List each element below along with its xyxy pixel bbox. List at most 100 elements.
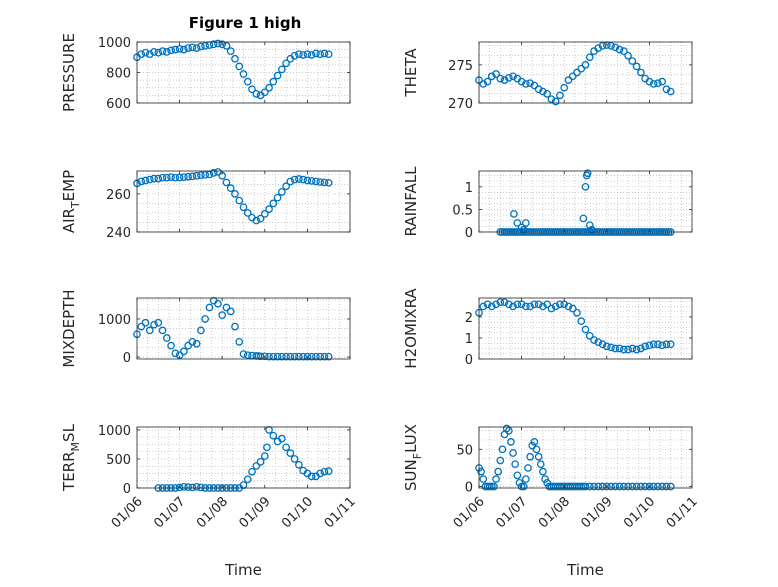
data-point bbox=[522, 475, 530, 483]
data-point bbox=[222, 41, 231, 50]
data-point bbox=[649, 340, 658, 349]
data-point bbox=[316, 469, 325, 478]
data-point bbox=[551, 302, 560, 311]
data-point bbox=[632, 62, 641, 71]
data-point bbox=[243, 475, 252, 484]
data-point bbox=[500, 298, 509, 307]
data-point bbox=[175, 45, 184, 53]
data-point bbox=[513, 471, 522, 480]
data-point bbox=[171, 349, 180, 358]
data-point bbox=[263, 443, 271, 452]
data-point bbox=[500, 76, 509, 84]
data-point bbox=[579, 214, 588, 223]
data-point bbox=[530, 300, 539, 309]
data-point bbox=[184, 483, 192, 491]
data-point bbox=[141, 318, 150, 327]
data-point bbox=[588, 225, 596, 234]
data-point bbox=[490, 482, 498, 491]
data-point bbox=[611, 482, 620, 491]
data-point bbox=[483, 300, 492, 309]
data-point bbox=[649, 80, 658, 88]
y-tick-label: 1000 bbox=[98, 424, 131, 439]
data-point bbox=[171, 173, 180, 182]
data-point bbox=[637, 344, 645, 353]
data-point bbox=[507, 438, 515, 446]
data-point bbox=[286, 177, 295, 186]
data-point bbox=[150, 320, 158, 329]
data-point bbox=[662, 340, 671, 349]
y-axis-label: AIRTEMP bbox=[60, 170, 82, 233]
data-point bbox=[666, 87, 675, 96]
data-point bbox=[201, 41, 210, 50]
data-point bbox=[154, 318, 163, 327]
data-point bbox=[487, 302, 496, 311]
data-point bbox=[265, 352, 273, 361]
data-point bbox=[598, 482, 607, 491]
data-point bbox=[522, 219, 530, 227]
data-point bbox=[248, 85, 256, 94]
data-point bbox=[556, 300, 564, 309]
data-point bbox=[637, 482, 645, 491]
data-point bbox=[624, 345, 632, 354]
data-point bbox=[303, 352, 312, 361]
data-point bbox=[192, 339, 201, 348]
data-point bbox=[282, 182, 290, 191]
y-label-part: SUN bbox=[402, 459, 420, 491]
data-point bbox=[583, 169, 592, 178]
data-point bbox=[662, 85, 671, 94]
data-point bbox=[239, 350, 248, 358]
data-point bbox=[536, 460, 545, 469]
y-label-part: EMP bbox=[60, 170, 78, 201]
data-point bbox=[214, 39, 222, 48]
data-point bbox=[585, 332, 594, 340]
data-point bbox=[282, 59, 290, 68]
data-point bbox=[577, 317, 586, 325]
data-point bbox=[510, 210, 518, 218]
data-point bbox=[307, 177, 316, 185]
data-point bbox=[150, 48, 158, 56]
data-point bbox=[543, 300, 552, 309]
data-point bbox=[598, 340, 607, 349]
data-point bbox=[226, 307, 235, 316]
y-tick-label: 500 bbox=[106, 453, 131, 468]
data-point bbox=[214, 299, 222, 308]
data-point bbox=[167, 46, 175, 55]
data-point bbox=[568, 72, 577, 81]
data-point bbox=[180, 173, 188, 181]
data-point bbox=[295, 460, 303, 469]
data-point bbox=[534, 85, 543, 94]
axes-box bbox=[478, 297, 693, 360]
data-point bbox=[594, 44, 603, 52]
data-point bbox=[598, 41, 607, 50]
data-point bbox=[273, 352, 282, 361]
data-point bbox=[568, 304, 577, 313]
data-point bbox=[594, 482, 603, 491]
data-point bbox=[573, 68, 581, 77]
data-point bbox=[290, 455, 299, 463]
y-label-part: LUX bbox=[402, 424, 420, 453]
data-point bbox=[619, 482, 628, 491]
data-point bbox=[492, 300, 500, 309]
data-point bbox=[226, 184, 235, 193]
y-label-subscript: M bbox=[69, 442, 82, 452]
data-point bbox=[222, 303, 231, 312]
data-point bbox=[320, 352, 329, 361]
data-point bbox=[141, 48, 150, 57]
data-point bbox=[239, 70, 248, 78]
data-point bbox=[519, 225, 528, 234]
data-point bbox=[256, 352, 265, 361]
data-point bbox=[641, 482, 649, 491]
data-point bbox=[180, 482, 188, 491]
data-point bbox=[666, 340, 675, 349]
data-point bbox=[654, 340, 662, 349]
data-point bbox=[137, 50, 146, 59]
y-axis-label: MIXDEPTH bbox=[60, 289, 78, 367]
y-tick-label: 270 bbox=[448, 97, 473, 112]
data-point bbox=[324, 467, 333, 476]
data-point bbox=[511, 460, 520, 469]
y-tick-label: 1000 bbox=[98, 36, 131, 51]
data-point bbox=[479, 80, 488, 88]
data-point bbox=[316, 50, 325, 59]
data-point bbox=[184, 172, 192, 181]
data-point bbox=[231, 190, 239, 198]
